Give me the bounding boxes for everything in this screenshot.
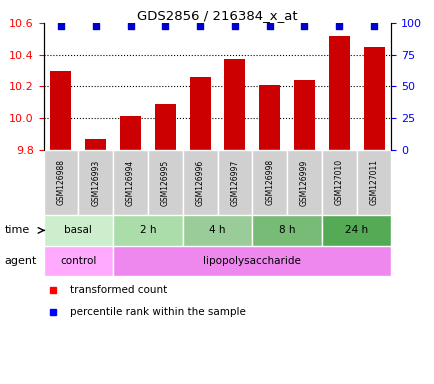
FancyBboxPatch shape — [217, 150, 252, 215]
FancyBboxPatch shape — [113, 246, 391, 276]
Text: 24 h: 24 h — [344, 225, 368, 235]
Text: GSM127010: GSM127010 — [334, 159, 343, 205]
FancyBboxPatch shape — [252, 150, 286, 215]
Text: GSM126996: GSM126996 — [195, 159, 204, 205]
FancyBboxPatch shape — [252, 215, 321, 246]
Text: GSM126993: GSM126993 — [91, 159, 100, 205]
Bar — [328, 36, 349, 150]
Text: control: control — [60, 256, 96, 266]
Title: GDS2856 / 216384_x_at: GDS2856 / 216384_x_at — [137, 9, 297, 22]
FancyBboxPatch shape — [321, 150, 356, 215]
FancyBboxPatch shape — [182, 215, 252, 246]
FancyBboxPatch shape — [356, 150, 391, 215]
FancyBboxPatch shape — [43, 150, 78, 215]
Text: percentile rank within the sample: percentile rank within the sample — [70, 308, 246, 318]
Text: GSM126994: GSM126994 — [126, 159, 135, 205]
Point — [370, 23, 377, 29]
FancyBboxPatch shape — [286, 150, 321, 215]
Text: GSM126997: GSM126997 — [230, 159, 239, 205]
Text: lipopolysaccharide: lipopolysaccharide — [203, 256, 300, 266]
Bar — [120, 116, 141, 150]
FancyBboxPatch shape — [113, 150, 148, 215]
Bar — [293, 80, 314, 150]
Point — [335, 23, 342, 29]
Text: 8 h: 8 h — [278, 225, 295, 235]
Point — [127, 23, 134, 29]
Point — [161, 23, 168, 29]
Text: basal: basal — [64, 225, 92, 235]
FancyBboxPatch shape — [182, 150, 217, 215]
Text: time: time — [4, 225, 30, 235]
Text: agent: agent — [4, 256, 36, 266]
FancyBboxPatch shape — [43, 215, 113, 246]
FancyBboxPatch shape — [148, 150, 182, 215]
FancyBboxPatch shape — [321, 215, 391, 246]
Point — [300, 23, 307, 29]
FancyBboxPatch shape — [113, 215, 182, 246]
Bar — [85, 139, 106, 150]
Text: transformed count: transformed count — [70, 285, 168, 295]
Bar — [155, 104, 175, 150]
Text: 2 h: 2 h — [139, 225, 156, 235]
Bar — [50, 71, 71, 150]
Bar — [363, 47, 384, 150]
Bar — [259, 85, 279, 150]
Text: GSM127011: GSM127011 — [369, 159, 378, 205]
Text: GSM126995: GSM126995 — [161, 159, 169, 205]
Text: GSM126998: GSM126998 — [265, 159, 273, 205]
Bar — [224, 60, 245, 150]
Point — [196, 23, 203, 29]
Point — [92, 23, 99, 29]
Point — [57, 23, 64, 29]
Bar — [189, 77, 210, 150]
FancyBboxPatch shape — [43, 246, 113, 276]
Text: GSM126988: GSM126988 — [56, 159, 65, 205]
Text: 4 h: 4 h — [209, 225, 225, 235]
Point — [266, 23, 273, 29]
Text: GSM126999: GSM126999 — [299, 159, 308, 205]
Point — [231, 23, 238, 29]
FancyBboxPatch shape — [78, 150, 113, 215]
